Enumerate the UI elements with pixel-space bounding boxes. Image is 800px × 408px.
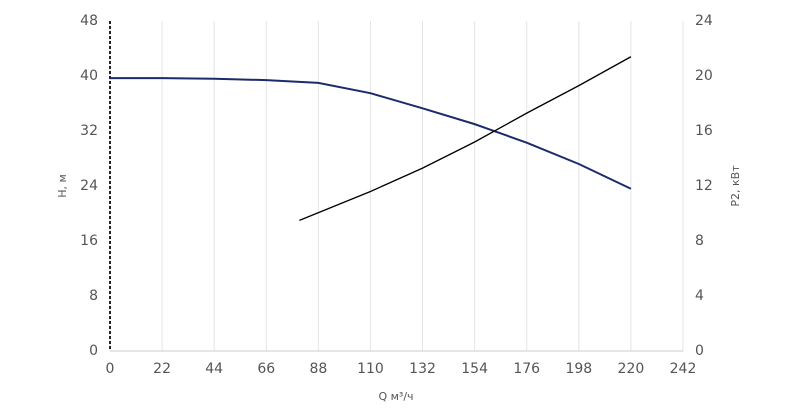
- y2-axis-label: P2, кВт: [729, 165, 742, 207]
- y-tick-label: 0: [89, 343, 98, 359]
- y2-tick-label: 16: [695, 123, 713, 139]
- y2-tick-label: 8: [695, 233, 704, 249]
- x-tick-label: 0: [106, 361, 115, 377]
- x-tick-label: 154: [461, 361, 488, 377]
- y2-tick-label: 0: [695, 343, 704, 359]
- y-tick-label: 48: [80, 13, 98, 29]
- y-axis-label: H, м: [56, 174, 69, 198]
- y2-tick-label: 4: [695, 288, 704, 304]
- y-tick-label: 40: [80, 68, 98, 84]
- y2-tick-label: 12: [695, 178, 713, 194]
- x-tick-label: 132: [409, 361, 436, 377]
- y-tick-label: 8: [89, 288, 98, 304]
- y-tick-label: 32: [80, 123, 98, 139]
- x-tick-label: 198: [565, 361, 592, 377]
- x-tick-label: 176: [513, 361, 540, 377]
- y2-tick-label: 24: [695, 13, 713, 29]
- y-tick-label: 24: [80, 178, 98, 194]
- x-axis-label: Q м³/ч: [378, 390, 413, 403]
- series-line: [110, 77, 632, 190]
- x-tick-label: 88: [309, 361, 327, 377]
- x-tick-label: 66: [257, 361, 275, 377]
- x-tick-label: 22: [153, 361, 171, 377]
- series-line: [299, 56, 632, 221]
- x-tick-label: 220: [618, 361, 645, 377]
- x-tick-label: 110: [357, 361, 384, 377]
- y2-tick-label: 20: [695, 68, 713, 84]
- y-tick-label: 16: [80, 233, 98, 249]
- x-tick-label: 242: [670, 361, 697, 377]
- x-tick-label: 44: [205, 361, 223, 377]
